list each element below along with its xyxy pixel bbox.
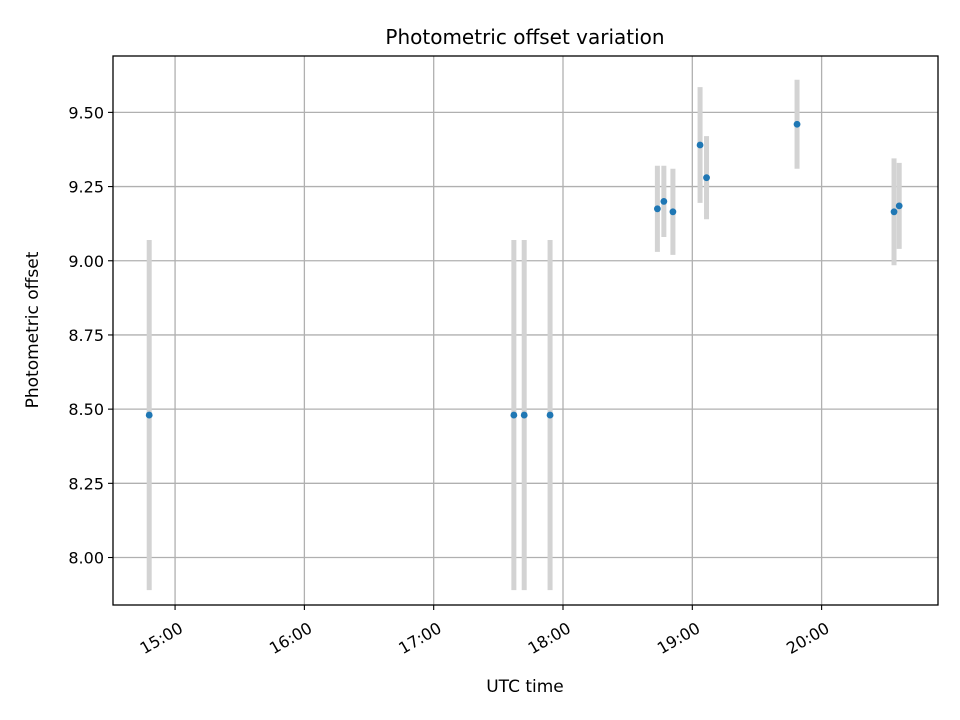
data-point	[703, 174, 710, 182]
data-point	[696, 141, 704, 149]
y-tick-label: 9.25	[68, 178, 104, 197]
data-point	[669, 208, 677, 216]
plot-frame	[112, 55, 939, 606]
y-tick-label: 9.50	[68, 103, 104, 122]
data-point	[793, 120, 801, 128]
data-point	[895, 202, 903, 210]
y-tick-label: 9.00	[68, 252, 104, 271]
data-point	[890, 208, 898, 216]
data-points	[145, 120, 903, 419]
y-tick-label: 8.00	[68, 549, 104, 568]
x-axis-label: UTC time	[486, 677, 564, 697]
y-tick-label: 8.75	[68, 326, 104, 345]
data-point	[546, 411, 554, 419]
data-point	[145, 411, 153, 419]
data-point	[510, 411, 518, 419]
data-point	[520, 411, 528, 419]
y-tick-label: 8.50	[68, 400, 104, 419]
y-tick-label: 8.25	[68, 474, 104, 493]
data-point	[653, 205, 661, 213]
chart-title: Photometric offset variation	[385, 25, 664, 49]
data-point	[660, 198, 668, 205]
y-axis-label: Photometric offset	[23, 251, 43, 408]
